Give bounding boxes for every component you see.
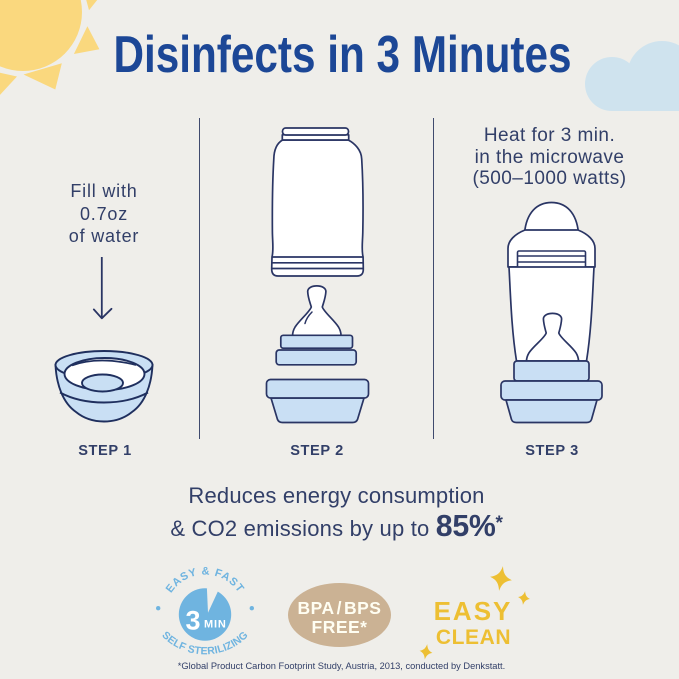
svg-text:FREE*: FREE* bbox=[312, 617, 368, 637]
svg-text:MIN: MIN bbox=[204, 619, 227, 631]
svg-text:3: 3 bbox=[186, 606, 201, 636]
svg-text:EASY: EASY bbox=[434, 596, 513, 626]
svg-text:CLEAN: CLEAN bbox=[436, 626, 511, 649]
svg-text:BPA / BPS: BPA / BPS bbox=[298, 598, 382, 618]
